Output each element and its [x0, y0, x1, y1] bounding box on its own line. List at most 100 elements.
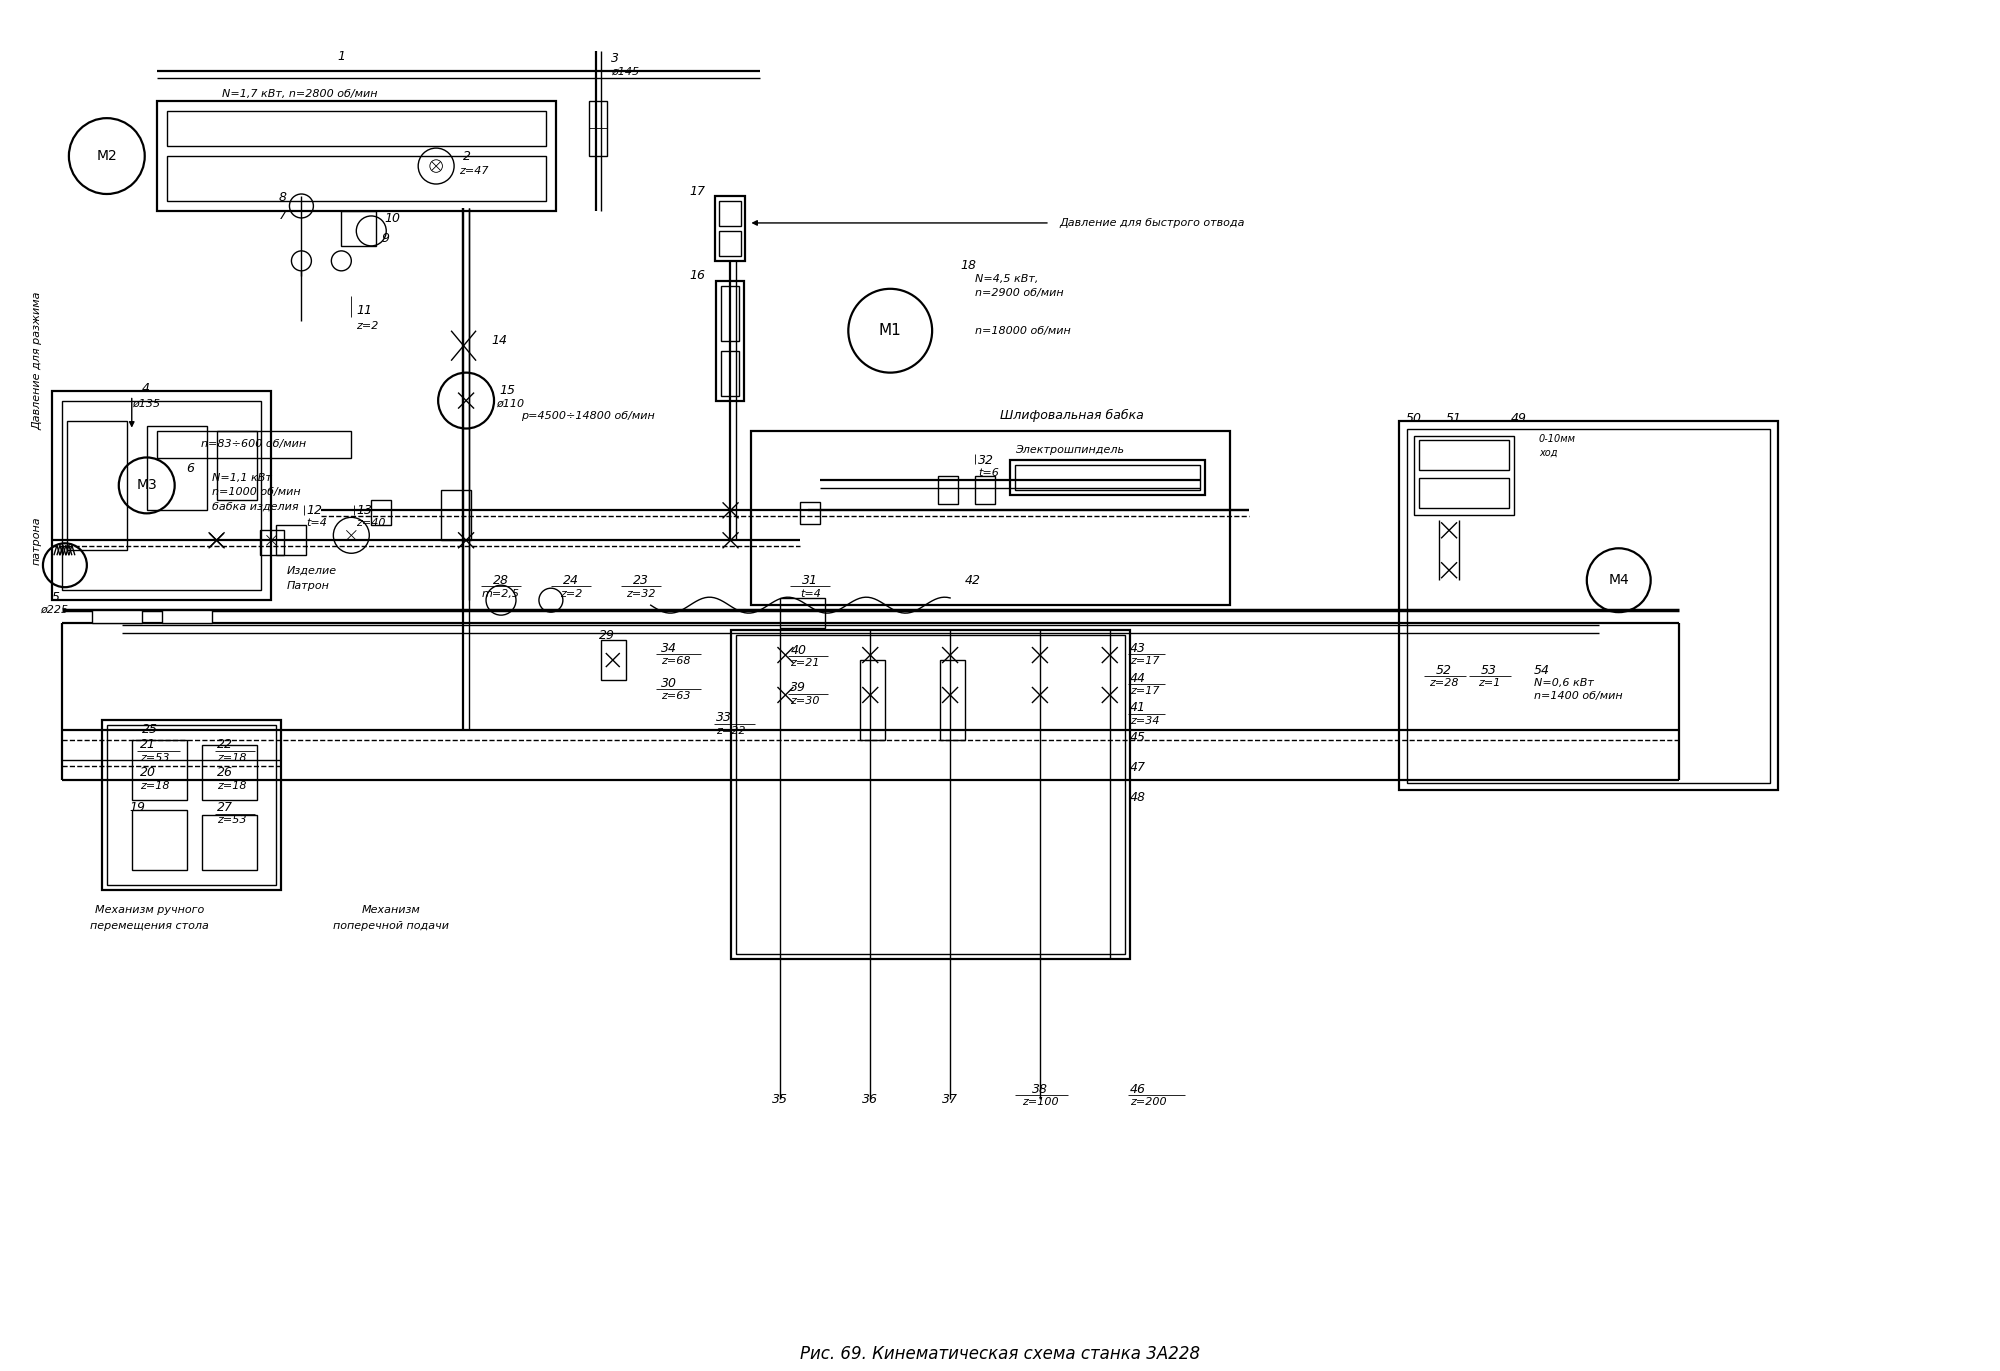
Text: 2: 2 [464, 149, 472, 163]
Text: t=4: t=4 [800, 590, 820, 599]
Text: 34: 34 [660, 642, 676, 654]
Bar [216, 430, 256, 500]
Text: z=18: z=18 [216, 781, 246, 791]
Text: n=2900 об/мин: n=2900 об/мин [976, 288, 1064, 298]
Text: 31: 31 [802, 573, 818, 587]
Bar [132, 810, 186, 869]
Text: 32: 32 [978, 454, 994, 468]
Bar [736, 635, 1124, 954]
Text: M3: M3 [136, 478, 158, 492]
Text: z=2: z=2 [356, 321, 378, 330]
Text: N=0,6 кВт: N=0,6 кВт [1534, 679, 1594, 688]
Text: M4: M4 [1608, 573, 1630, 587]
Text: Давление для быстрого отвода: Давление для быстрого отвода [1060, 218, 1246, 228]
Text: 42: 42 [966, 573, 982, 587]
Text: z=2: z=2 [560, 590, 582, 599]
Text: ø110: ø110 [496, 399, 524, 409]
Bar [276, 525, 306, 555]
Text: 17: 17 [690, 185, 706, 197]
Text: 11: 11 [356, 304, 372, 317]
Text: z=22: z=22 [716, 725, 746, 736]
Text: 54: 54 [1534, 664, 1550, 676]
Bar [162, 610, 212, 624]
Text: t=4: t=4 [306, 518, 328, 528]
Text: 23: 23 [632, 573, 648, 587]
Text: N=1,7 кВт, n=2800 об/мин: N=1,7 кВт, n=2800 об/мин [222, 89, 378, 99]
Text: 52: 52 [1436, 664, 1452, 676]
Text: z=53: z=53 [216, 814, 246, 825]
Text: 30: 30 [660, 676, 676, 690]
Bar [202, 744, 256, 799]
Text: 40: 40 [790, 643, 806, 657]
Text: 38: 38 [1032, 1083, 1048, 1095]
Bar [600, 640, 626, 680]
Text: n=1400 об/мин: n=1400 об/мин [1534, 691, 1622, 701]
Text: 21: 21 [140, 739, 156, 751]
Text: z=100: z=100 [1022, 1097, 1058, 1108]
Text: z=17: z=17 [1130, 657, 1160, 666]
Text: 33: 33 [716, 712, 732, 724]
Text: 12: 12 [306, 505, 322, 517]
Text: 43: 43 [1130, 642, 1146, 654]
Text: z=200: z=200 [1130, 1097, 1166, 1108]
Bar [1420, 478, 1508, 509]
Text: z=34: z=34 [1130, 716, 1160, 725]
Text: 3: 3 [610, 52, 618, 64]
Text: 35: 35 [772, 1093, 788, 1105]
Text: p=4500÷14800 об/мин: p=4500÷14800 об/мин [520, 410, 654, 421]
Bar [1420, 440, 1508, 470]
Text: Механизм ручного: Механизм ручного [96, 905, 204, 914]
Text: 37: 37 [942, 1093, 958, 1105]
Bar [166, 156, 546, 202]
Bar [156, 430, 352, 458]
Text: 36: 36 [862, 1093, 878, 1105]
Bar [938, 477, 958, 505]
Text: N=4,5 кВт,: N=4,5 кВт, [976, 274, 1038, 284]
Text: 10: 10 [384, 213, 400, 225]
Bar [720, 351, 738, 396]
Text: m=2,5: m=2,5 [482, 590, 520, 599]
Text: Рис. 69. Кинематическая схема станка 3А228: Рис. 69. Кинематическая схема станка 3А2… [800, 1345, 1200, 1363]
Text: Электрошпиндель: Электрошпиндель [1014, 446, 1124, 455]
Text: 27: 27 [216, 801, 232, 814]
Text: 28: 28 [494, 573, 510, 587]
Bar [92, 610, 142, 624]
Text: ø225: ø225 [40, 605, 68, 616]
Bar [750, 430, 1230, 605]
Bar [588, 101, 606, 156]
Text: z=63: z=63 [660, 691, 690, 701]
Text: 45: 45 [1130, 731, 1146, 744]
Text: 16: 16 [690, 269, 706, 282]
Text: 26: 26 [216, 766, 232, 779]
Bar [106, 725, 276, 884]
Text: z=28: z=28 [1430, 679, 1458, 688]
Bar [976, 477, 996, 505]
Bar [342, 211, 376, 245]
Text: N=1,1 кВт: N=1,1 кВт [212, 473, 272, 484]
Bar [260, 531, 284, 555]
Bar [718, 230, 740, 256]
Text: 5: 5 [52, 591, 60, 603]
Text: 9: 9 [382, 233, 390, 245]
Text: поперечной подачи: поперечной подачи [334, 920, 450, 931]
Bar [62, 400, 262, 590]
Bar [1014, 465, 1200, 491]
Bar [730, 631, 1130, 960]
Bar [156, 101, 556, 211]
Text: 1: 1 [338, 49, 346, 63]
Bar [1010, 461, 1204, 495]
Text: 49: 49 [1510, 413, 1526, 425]
Text: перемещения стола: перемещения стола [90, 920, 210, 931]
Bar [372, 500, 392, 525]
Text: 50: 50 [1406, 413, 1422, 425]
Text: t=6: t=6 [978, 469, 998, 478]
Text: 39: 39 [790, 681, 806, 695]
Text: 48: 48 [1130, 791, 1146, 805]
Text: 6: 6 [186, 462, 194, 474]
Text: z=21: z=21 [790, 658, 820, 668]
Bar [442, 491, 472, 540]
Bar [132, 740, 186, 799]
Text: n=1000 об/мин: n=1000 об/мин [212, 488, 300, 498]
Bar [1408, 429, 1770, 783]
Text: 15: 15 [500, 384, 516, 398]
